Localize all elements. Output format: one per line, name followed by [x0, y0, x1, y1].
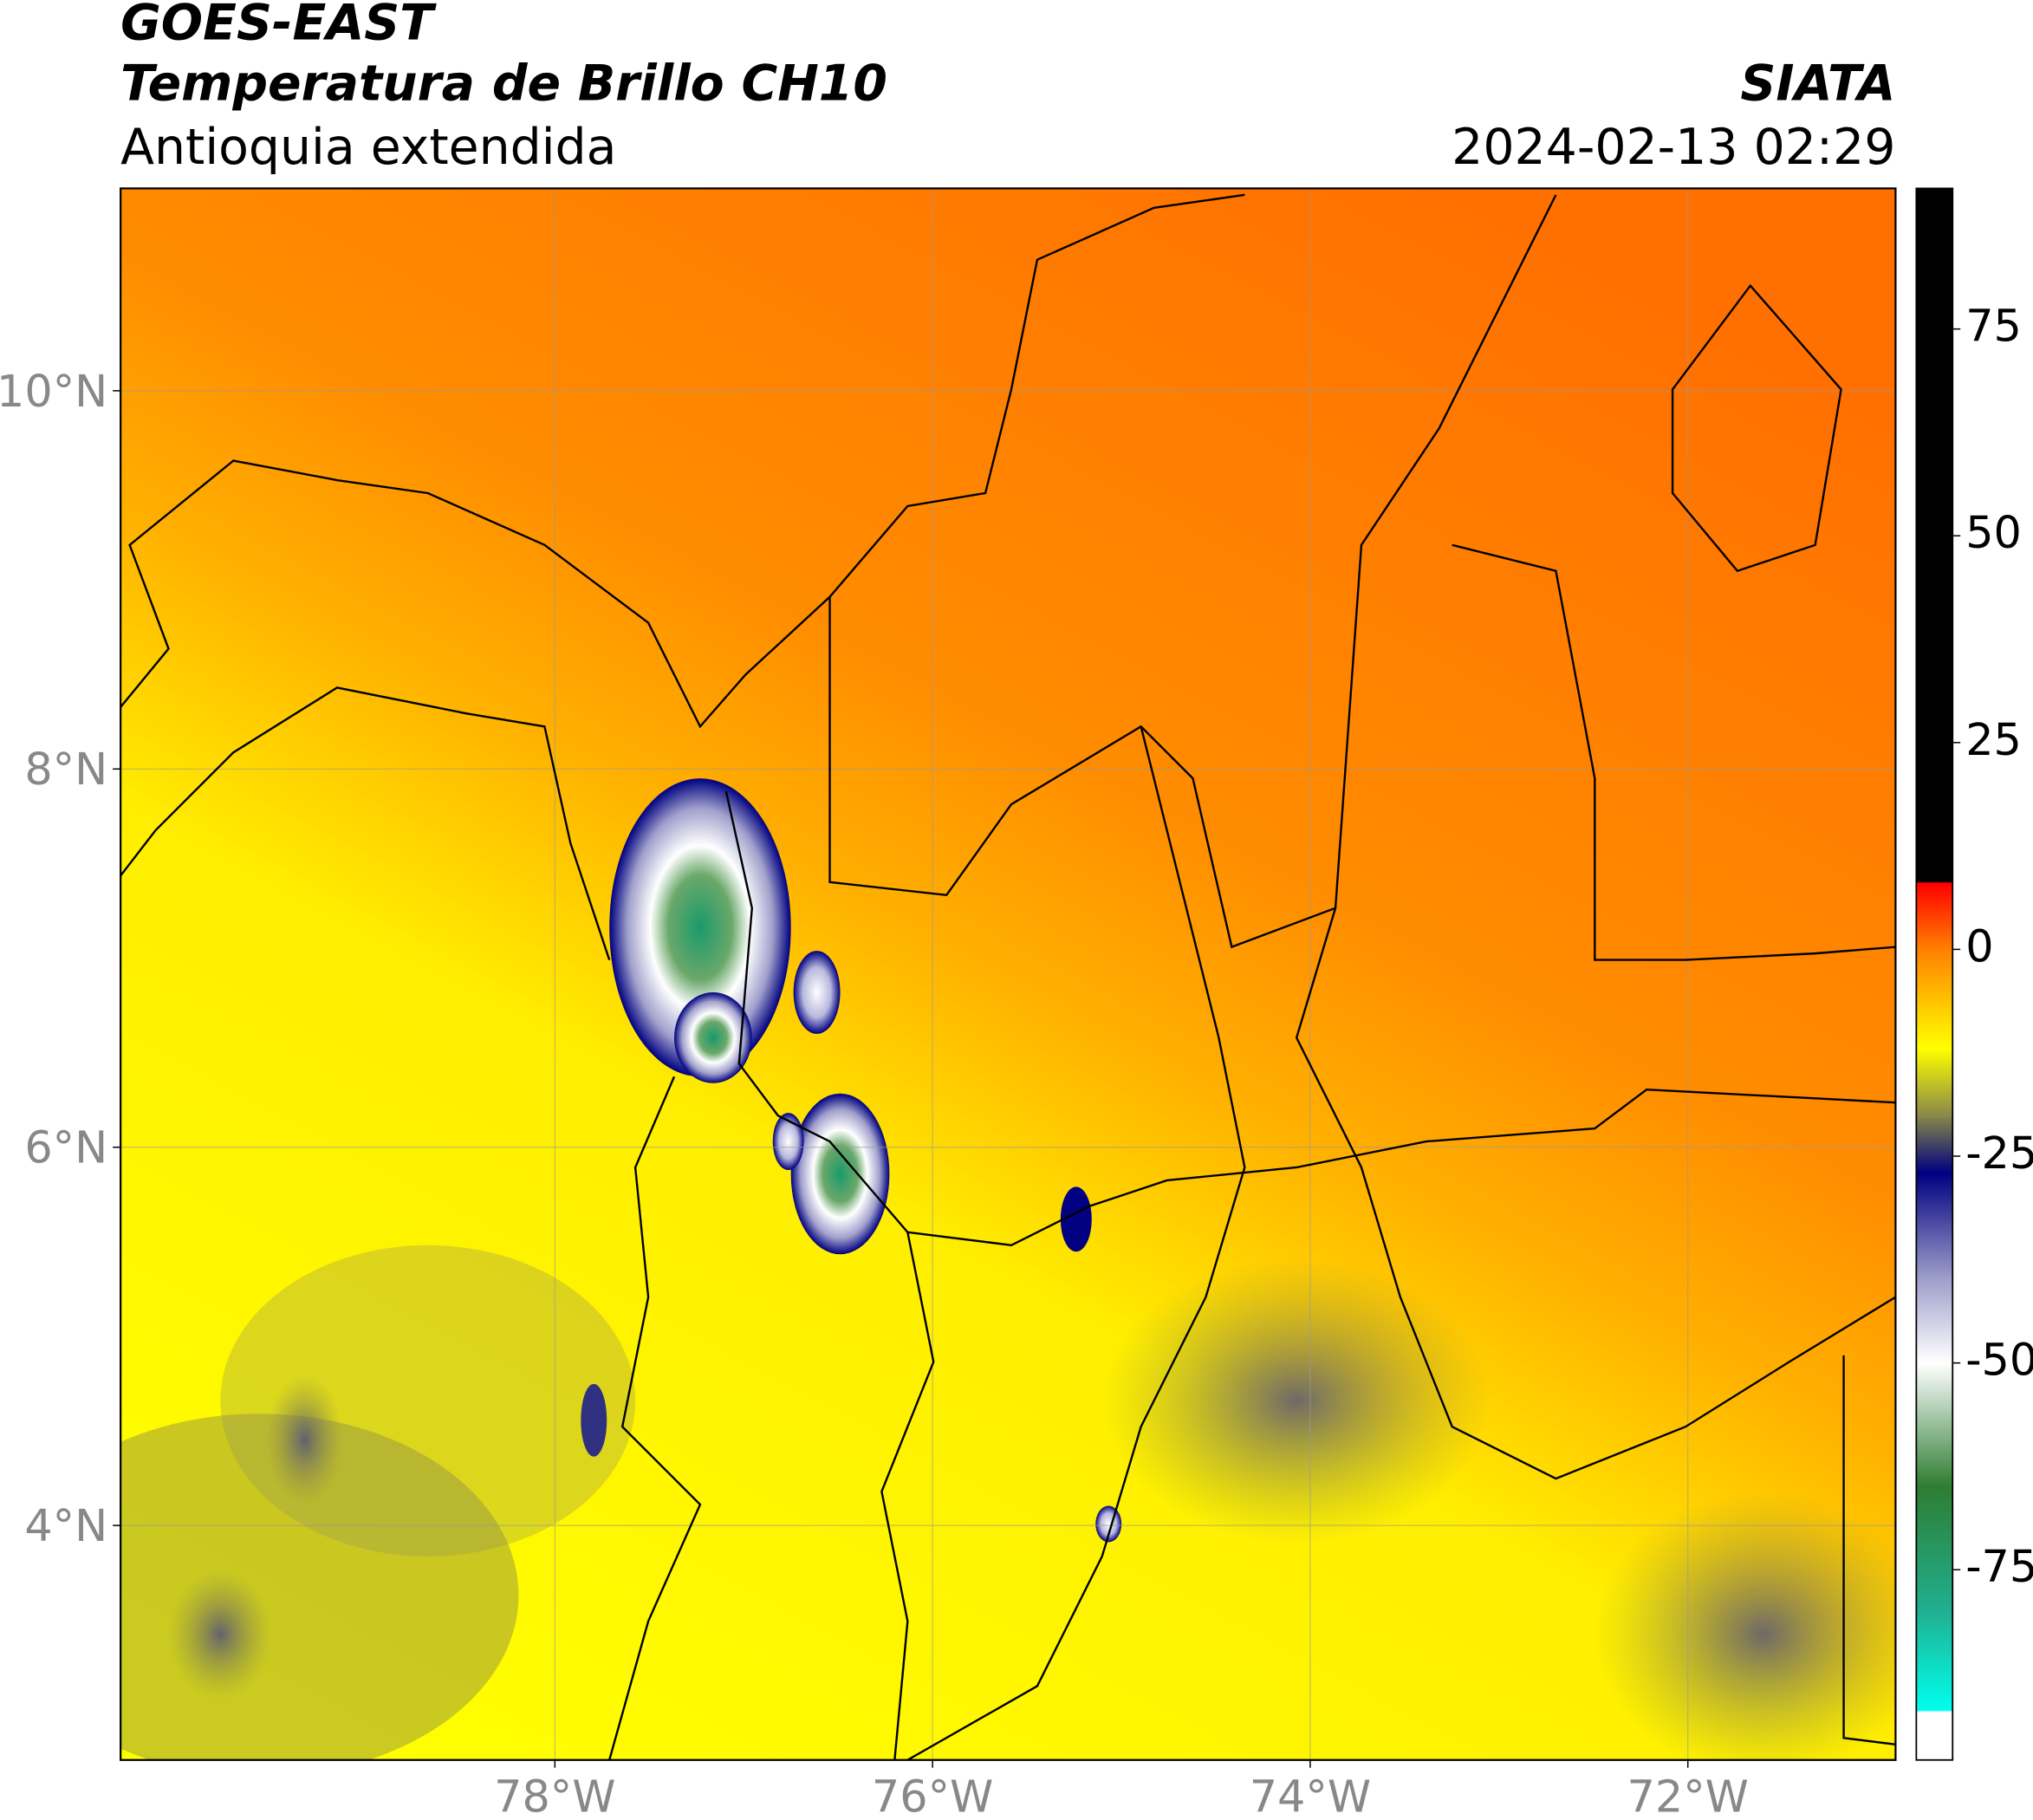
title: GOES-EAST — [120, 0, 437, 51]
colorbar: 75 50 25 0 -25 -50 -75 — [1915, 187, 2033, 1761]
colorbar-tick-label: -75 — [1965, 1541, 2033, 1592]
x-tick-label: 76°W — [872, 1771, 993, 1820]
colorbar-tick-label: 25 — [1965, 714, 2022, 765]
source: SIATA — [1740, 55, 1895, 113]
colorbar-tick-label: 50 — [1965, 507, 2022, 558]
x-tick-label: 78°W — [494, 1771, 615, 1820]
colorbar-tick-label: 75 — [1965, 301, 2022, 352]
colorbar-tick-label: 0 — [1965, 920, 1993, 972]
x-tick-label: 72°W — [1627, 1771, 1748, 1820]
y-tick-label: 4°N — [24, 1500, 107, 1551]
y-tick-label: 10°N — [0, 366, 107, 417]
datetime: 2024-02-13 02:29 — [1452, 119, 1895, 176]
y-tick-label: 6°N — [24, 1122, 107, 1173]
y-tick-label: 8°N — [24, 744, 107, 795]
borders — [120, 193, 1896, 1760]
colorbar-tick-label: -25 — [1965, 1128, 2033, 1179]
x-tick-label: 74°W — [1250, 1771, 1371, 1820]
grid — [120, 188, 1896, 1760]
colorbar-tick-label: -50 — [1965, 1335, 2033, 1386]
map-background — [120, 188, 1896, 1760]
map — [120, 188, 1896, 1760]
clouds — [120, 778, 1896, 1760]
map-frame — [120, 187, 1897, 1761]
colorbar-scale — [1915, 187, 1954, 1761]
title: Temperatura de Brillo CH10 — [120, 55, 887, 113]
subtitle: Antioquia extendida — [120, 119, 616, 176]
